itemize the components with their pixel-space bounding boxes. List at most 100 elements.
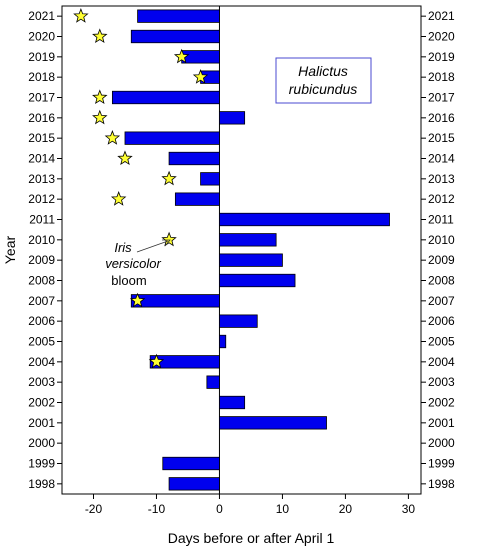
legend-text-line2: rubicundus	[289, 81, 358, 97]
y-tick-label-right: 2015	[428, 131, 455, 145]
x-tick-label: -20	[85, 502, 103, 516]
y-tick-label-left: 2012	[28, 192, 55, 206]
y-tick-label-left: 2009	[28, 253, 55, 267]
star-2018	[192, 69, 209, 84]
bars-group	[111, 9, 390, 491]
y-tick-label-left: 2002	[28, 396, 55, 410]
y-tick-label-left: 2021	[28, 9, 55, 23]
y-tick-label-right: 2019	[428, 50, 455, 64]
y-tick-label-left: 2018	[28, 70, 55, 84]
y-tick-label-right: 2002	[428, 396, 455, 410]
bar-2017	[111, 90, 220, 105]
y-tick-label-left: 2003	[28, 375, 55, 389]
x-tick-label: 0	[216, 502, 223, 516]
annotation-line3: bloom	[111, 273, 146, 288]
y-tick-label-left: 2013	[28, 172, 55, 186]
x-tick-label: -10	[148, 502, 166, 516]
y-tick-label-right: 2010	[428, 233, 455, 247]
star-2015	[104, 130, 121, 145]
y-tick-label-right: 2005	[428, 335, 455, 349]
bar-2003	[206, 375, 220, 389]
y-tick-label-left: 2019	[28, 50, 55, 64]
x-tick-label: 10	[276, 502, 290, 516]
bar-2011	[219, 212, 390, 227]
y-tick-label-left: 2017	[28, 91, 55, 105]
y-tick-label-left: 2000	[28, 436, 55, 450]
legend-text-line1: Halictus	[298, 63, 348, 79]
bar-2008	[219, 273, 296, 288]
y-tick-label-right: 1998	[428, 477, 455, 491]
star-2007	[129, 292, 146, 308]
y-tick-label-left: 2011	[29, 213, 55, 227]
plot-frame	[61, 5, 422, 495]
bar-2009	[219, 253, 283, 267]
y-tick-label-right: 2020	[428, 30, 455, 44]
y-tick-label-right: 2009	[428, 253, 455, 267]
y-tick-label-left: 1999	[28, 457, 55, 471]
y-tick-label-right: 2013	[428, 172, 455, 186]
bar-2019	[181, 50, 220, 64]
star-2017	[92, 89, 108, 105]
star-2010	[161, 231, 177, 247]
bar-2020	[130, 29, 220, 44]
y-tick-label-left: 1998	[28, 477, 55, 491]
annotation-arrow-line	[136, 240, 169, 253]
y-tick-label-left: 2005	[28, 335, 55, 349]
y-tick-label-right: 2021	[428, 9, 455, 23]
y-tick-label-left: 2001	[28, 416, 55, 430]
y-axis-label: Year	[2, 236, 18, 265]
y-tick-label-right: 2014	[428, 152, 455, 166]
annotation: Iris versicolor bloom	[105, 239, 171, 288]
bar-2014	[168, 151, 220, 166]
star-2021	[73, 8, 89, 23]
y-tick-label-right: 2004	[428, 355, 455, 369]
annotation-line1: Iris	[114, 240, 132, 255]
y-tick-label-right: 2018	[428, 70, 455, 84]
bar-2006	[219, 314, 258, 328]
y-tick-label-right: 2006	[428, 314, 455, 328]
y-tick-label-right: 2016	[428, 111, 455, 125]
annotation-arrow-head	[162, 239, 171, 247]
y-tick-label-left: 2008	[28, 274, 55, 288]
legend-box	[275, 57, 372, 104]
stars-group	[73, 8, 209, 369]
bar-2013	[200, 172, 220, 186]
bar-2002	[219, 395, 246, 410]
star-2014	[117, 150, 133, 166]
bar-2015	[124, 131, 220, 145]
y-tick-label-right: 2003	[428, 375, 455, 389]
star-2004	[148, 353, 165, 369]
y-tick-label-right: 1999	[428, 457, 455, 471]
y-tick-label-left: 2020	[28, 30, 55, 44]
y-tick-label-left: 2016	[28, 111, 55, 125]
y-tick-label-left: 2007	[28, 294, 55, 308]
y-tick-label-right: 2008	[428, 274, 455, 288]
bar-2016	[219, 111, 246, 125]
y-ticks-left-group: 2021 2020 2019 2018 2017 2016 2015 2014 2013 2012…	[28, 9, 62, 491]
x-ticks-group: -20 -10 0 10 20 30	[85, 494, 416, 516]
y-tick-label-left: 2015	[28, 131, 55, 145]
y-tick-label-right: 2017	[428, 91, 455, 105]
star-2012	[110, 191, 127, 206]
y-tick-label-left: 2010	[28, 233, 55, 247]
y-tick-label-right: 2000	[428, 436, 455, 450]
bar-2012	[174, 192, 220, 206]
x-tick-label: 30	[402, 502, 416, 516]
bar-2021	[137, 9, 220, 23]
legend: Halictus rubicundus	[275, 57, 372, 104]
bar-2001	[219, 416, 327, 430]
annotation-line2: versicolor	[105, 256, 161, 271]
bar-2010	[219, 233, 277, 247]
star-2013	[161, 170, 177, 186]
bar-2005	[219, 334, 227, 349]
x-axis-label: Days before or after April 1	[168, 530, 335, 546]
y-tick-label-left: 2006	[28, 314, 55, 328]
y-ticks-right-group: 2021 2020 2019 2018 2017 2016 2015 2014 2013 2012…	[421, 9, 455, 491]
y-tick-label-right: 2001	[428, 416, 455, 430]
y-tick-label-right: 2011	[428, 213, 454, 227]
y-tick-label-right: 2012	[428, 192, 455, 206]
y-tick-label-left: 2014	[28, 152, 55, 166]
star-2016	[92, 109, 108, 125]
star-2019	[173, 48, 190, 64]
